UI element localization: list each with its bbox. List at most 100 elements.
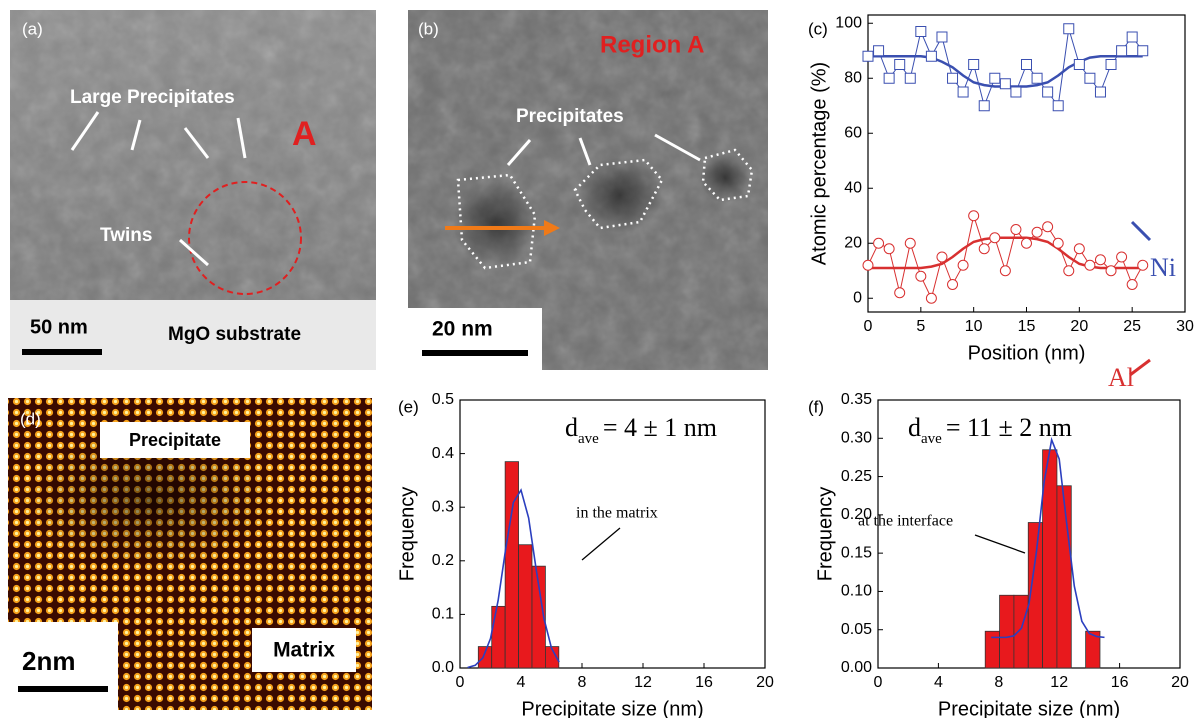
- y-tick-label: 0.35: [841, 391, 872, 408]
- y-axis-label: Atomic percentage (%): [808, 62, 830, 265]
- y-tick-label: 0.00: [841, 659, 872, 676]
- x-tick-label: 12: [1050, 674, 1068, 691]
- annotation: dave= 11 ± 2 nm: [908, 413, 1072, 447]
- scale-bar: [18, 686, 108, 692]
- marker: [863, 51, 873, 61]
- marker: [863, 260, 873, 270]
- scale-label: 50 nm: [30, 316, 88, 338]
- region-label: Precipitate: [129, 430, 221, 450]
- annotation: dave= 4 ± 1 nm: [565, 413, 717, 447]
- annotation: Precipitates: [516, 106, 624, 127]
- x-tick-label: 16: [695, 674, 713, 691]
- marker: [895, 288, 905, 298]
- marker: [1043, 222, 1053, 232]
- marker: [1011, 225, 1021, 235]
- annotation-main: d: [565, 413, 578, 442]
- y-tick-label: 0: [853, 289, 862, 306]
- annotation: Large Precipitates: [70, 87, 235, 108]
- marker: [937, 252, 947, 262]
- x-tick-label: 0: [864, 318, 873, 335]
- bar: [492, 606, 505, 668]
- y-tick-label: 0.10: [841, 583, 872, 600]
- annotation-main: d: [908, 413, 921, 442]
- panel-label: (d): [20, 409, 41, 428]
- marker: [1117, 46, 1127, 56]
- y-tick-label: 80: [844, 69, 862, 86]
- annotation-rest: = 11 ± 2 nm: [946, 413, 1072, 442]
- marker: [1053, 238, 1063, 248]
- marker: [969, 60, 979, 70]
- marker: [1106, 266, 1116, 276]
- marker: [1106, 60, 1116, 70]
- note: at the interface: [858, 513, 953, 530]
- x-tick-label: 12: [634, 674, 652, 691]
- x-tick-label: 4: [934, 674, 943, 691]
- x-tick-label: 16: [1111, 674, 1129, 691]
- annotation: Twins: [100, 225, 152, 246]
- note-arrow: [975, 535, 1025, 553]
- x-tick-label: 0: [874, 674, 883, 691]
- marker: [905, 238, 915, 248]
- marker: [926, 51, 936, 61]
- x-tick-label: 8: [994, 674, 1003, 691]
- marker: [1000, 79, 1010, 89]
- region-label: Region A: [600, 31, 704, 58]
- panel-d: (d) Precipitate Matrix 2nm: [8, 398, 372, 710]
- marker: [937, 32, 947, 42]
- marker: [969, 211, 979, 221]
- region-label: Matrix: [273, 639, 335, 662]
- marker: [1138, 46, 1148, 56]
- series-label: Al: [1108, 363, 1134, 392]
- note: in the matrix: [576, 505, 658, 522]
- marker: [1127, 32, 1137, 42]
- panel-b: (b) Region A Precipitates 20 nm: [408, 10, 768, 370]
- bar: [505, 462, 518, 668]
- y-tick-label: 60: [844, 124, 862, 141]
- y-tick-label: 0.3: [432, 498, 454, 515]
- y-tick-label: 0.30: [841, 430, 872, 447]
- panel-a: (a) Large Precipitates A Twins 50 nm MgO…: [10, 10, 376, 370]
- bar: [1057, 486, 1071, 668]
- y-tick-label: 100: [835, 14, 862, 31]
- marker: [1000, 266, 1010, 276]
- panel-label: (f): [808, 397, 824, 416]
- y-tick-label: 0.5: [432, 391, 454, 408]
- y-axis-label: Frequency: [396, 487, 418, 582]
- bar: [1014, 595, 1028, 668]
- marker: [884, 73, 894, 83]
- x-tick-label: 15: [1018, 318, 1036, 335]
- y-tick-label: 0.0: [432, 659, 454, 676]
- x-tick-label: 20: [1070, 318, 1088, 335]
- x-tick-label: 0: [456, 674, 465, 691]
- marker: [1011, 87, 1021, 97]
- x-tick-label: 20: [756, 674, 774, 691]
- marker: [979, 244, 989, 254]
- marker: [1095, 255, 1105, 265]
- scale-label: 2nm: [22, 646, 75, 676]
- y-tick-label: 0.05: [841, 621, 872, 638]
- x-tick-label: 10: [965, 318, 983, 335]
- annotation-rest: = 4 ± 1 nm: [603, 413, 717, 442]
- marker: [1064, 24, 1074, 34]
- panel-label: (a): [22, 19, 43, 38]
- y-tick-label: 0.1: [432, 606, 454, 623]
- x-axis-label: Position (nm): [968, 342, 1086, 364]
- marker: [905, 73, 915, 83]
- marker: [990, 73, 1000, 83]
- marker: [1032, 227, 1042, 237]
- bar: [478, 647, 491, 668]
- marker: [958, 260, 968, 270]
- annotation-sub: ave: [578, 431, 599, 447]
- marker: [884, 244, 894, 254]
- marker: [1043, 87, 1053, 97]
- scale-label: 20 nm: [432, 318, 493, 341]
- bar: [1000, 595, 1014, 668]
- x-tick-label: 8: [578, 674, 587, 691]
- marker: [1053, 101, 1063, 111]
- marker: [916, 27, 926, 37]
- scale-bar: [422, 350, 528, 356]
- marker: [990, 233, 1000, 243]
- y-tick-label: 0.25: [841, 468, 872, 485]
- pointer-arrow: [1132, 222, 1150, 240]
- marker: [1022, 238, 1032, 248]
